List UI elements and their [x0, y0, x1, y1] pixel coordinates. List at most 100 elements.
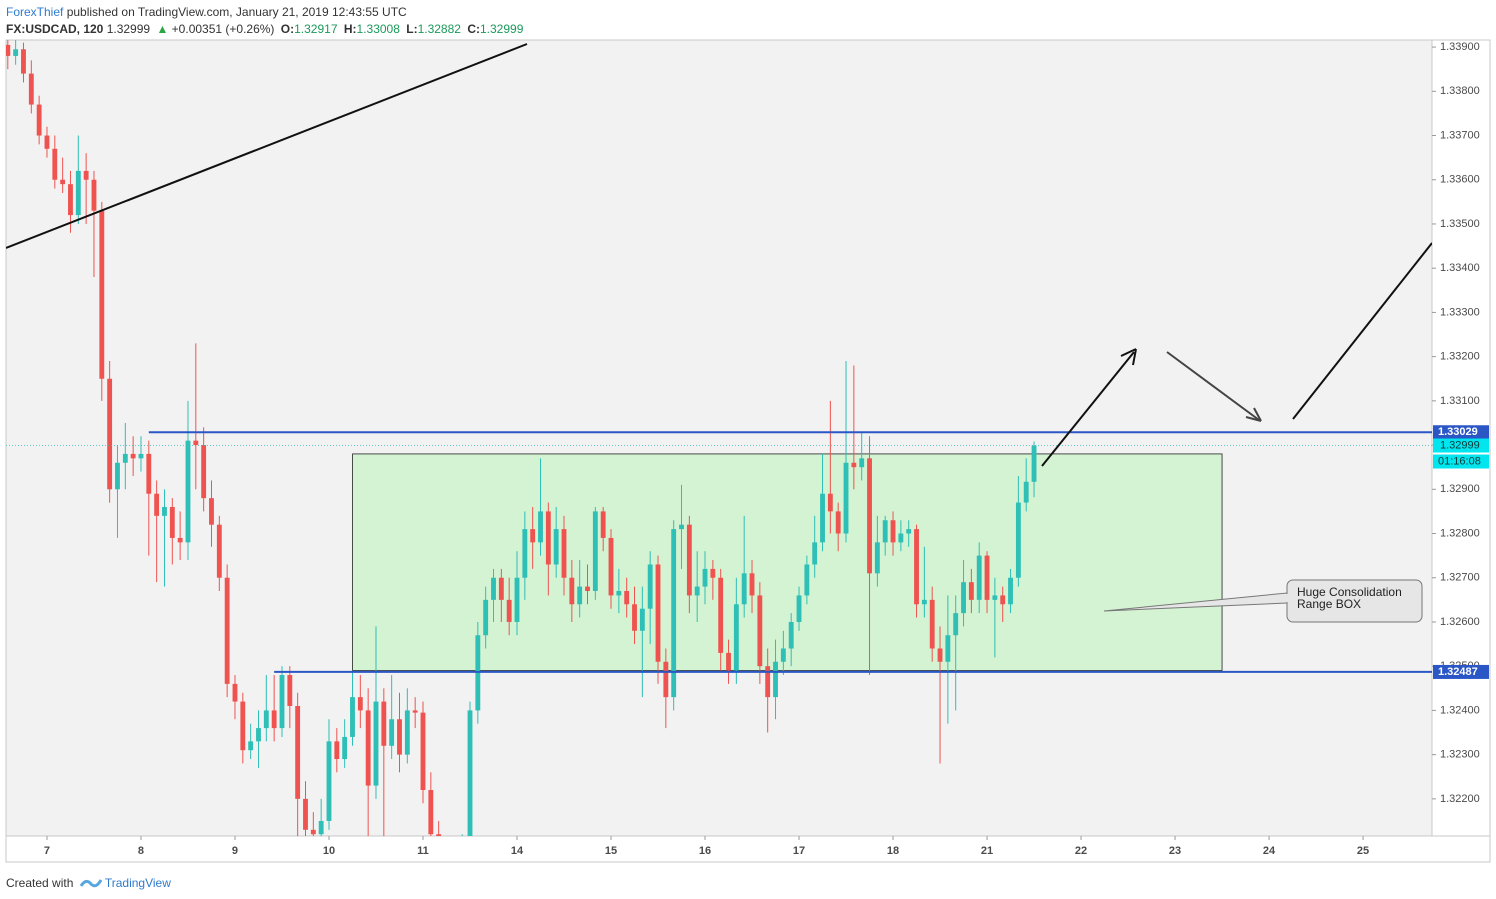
x-tick-label: 21: [981, 845, 993, 857]
candle-body: [240, 701, 246, 751]
candle-body: [506, 599, 512, 622]
candle-body: [334, 741, 340, 760]
candle-body: [796, 595, 802, 622]
arrow-head: [1120, 348, 1137, 366]
arrow: [1166, 351, 1260, 421]
candle-body: [694, 586, 700, 596]
y-tick-label: 1.32400: [1440, 704, 1480, 716]
candle-body: [632, 604, 637, 631]
candle-body: [28, 73, 34, 105]
candle-body: [553, 529, 559, 565]
x-tick-label: 15: [605, 845, 617, 857]
candle-body: [757, 595, 763, 667]
candle-body: [357, 697, 363, 711]
candle-body: [1031, 445, 1037, 482]
candle-body: [263, 710, 269, 729]
candle-body: [843, 462, 849, 534]
candle-body: [21, 49, 26, 74]
candle-body: [6, 44, 11, 56]
x-tick-label: 16: [699, 845, 711, 857]
candle-body: [961, 582, 966, 614]
candle-body: [428, 790, 434, 835]
level-label: 1.33029: [1438, 426, 1478, 438]
last-price: 1.32999: [106, 22, 151, 36]
candle-body: [741, 573, 747, 605]
candle-body: [498, 577, 504, 600]
x-tick-label: 7: [44, 845, 50, 857]
c-label: C:: [467, 22, 480, 36]
x-tick-label: 10: [323, 845, 335, 857]
candle-body: [326, 741, 332, 821]
candle-body: [929, 599, 935, 649]
last-price-label: 1.32999: [1440, 439, 1480, 451]
candle-body: [287, 675, 293, 706]
candle-body: [937, 648, 943, 662]
candle-body: [83, 170, 89, 180]
candle-body: [310, 829, 316, 835]
candle-body: [561, 529, 567, 578]
x-tick-label: 9: [232, 845, 238, 857]
candle-body: [342, 736, 348, 760]
y-tick-label: 1.33300: [1440, 306, 1480, 318]
up-arrow: ▲: [156, 22, 169, 36]
candle-body: [663, 661, 669, 698]
candle-body: [984, 555, 990, 600]
l-label: L:: [406, 22, 418, 36]
symbol: FX:USDCAD, 120: [6, 22, 104, 36]
y-tick-label: 1.33900: [1440, 41, 1480, 53]
x-tick-label: 17: [793, 845, 805, 857]
candle-body: [812, 542, 818, 565]
y-tick-label: 1.33700: [1440, 129, 1480, 141]
candle-body: [248, 741, 254, 751]
candle-body: [52, 148, 58, 180]
candle-body: [906, 529, 912, 534]
logo: [79, 879, 103, 888]
candle-body: [890, 520, 896, 543]
x-tick-label: 24: [1263, 845, 1276, 857]
candle-body: [193, 440, 199, 446]
candle-body: [216, 524, 222, 578]
arrow: [1041, 351, 1135, 467]
candle-body: [350, 697, 355, 737]
candle-body: [467, 710, 473, 836]
candle-body: [647, 564, 653, 609]
candle-body: [1008, 577, 1013, 605]
y-tick-label: 1.33100: [1440, 395, 1480, 407]
candle-body: [600, 511, 606, 538]
candle-body: [686, 524, 692, 596]
candle-body: [710, 568, 716, 578]
timer: 01:16:08: [1438, 455, 1481, 467]
y-tick-label: 1.33200: [1440, 351, 1480, 363]
candle-body: [530, 529, 536, 543]
h-value: 1.33008: [356, 22, 400, 36]
y-tick-label: 1.33800: [1440, 85, 1480, 97]
candle-body: [898, 533, 904, 543]
trend-line: [6, 43, 528, 249]
candle-body: [271, 710, 277, 729]
candle-body: [201, 445, 207, 499]
candle-body: [608, 537, 614, 596]
candle-body: [115, 462, 120, 490]
candle-body: [827, 493, 833, 512]
x-tick-label: 11: [417, 845, 429, 857]
candle-body: [616, 591, 622, 596]
overlay: Huge Consolidation Range BOX: [6, 43, 1432, 623]
candle-body: [318, 820, 324, 835]
axes: 1.322001.323001.324001.325001.326001.327…: [44, 41, 1489, 857]
candle-body: [976, 555, 982, 600]
candle-body: [279, 675, 285, 729]
candle-body: [773, 661, 778, 698]
y-tick-label: 1.33500: [1440, 218, 1480, 230]
candle-body: [702, 568, 708, 587]
candle-body: [146, 453, 152, 494]
candle-body: [679, 524, 684, 530]
plot: [6, 40, 1432, 836]
candle-body: [624, 591, 630, 605]
candle-body: [1015, 502, 1021, 578]
candle-body: [726, 652, 731, 671]
candle-body: [60, 179, 66, 185]
o-label: O:: [280, 22, 295, 36]
author[interactable]: ForexThief: [6, 5, 64, 19]
candle-body: [788, 621, 794, 649]
brand[interactable]: TradingView: [104, 876, 171, 890]
